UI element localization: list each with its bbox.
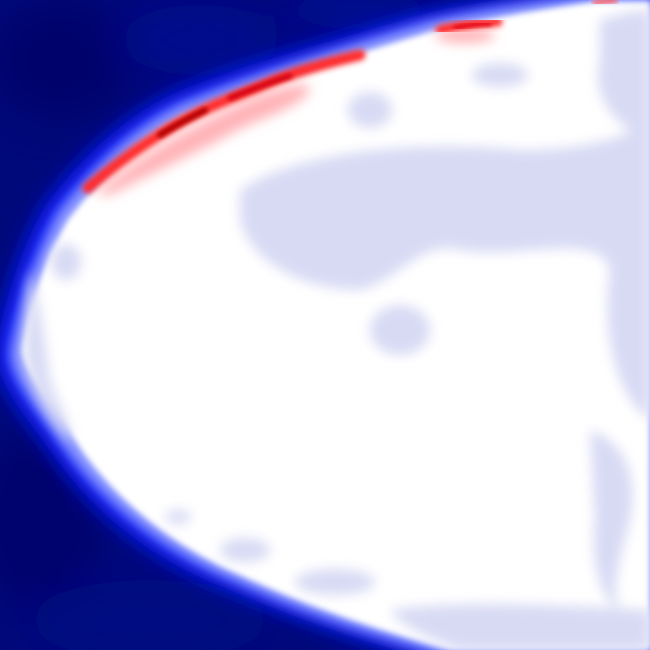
red-streak [82,0,618,194]
pale-patches [25,10,650,650]
